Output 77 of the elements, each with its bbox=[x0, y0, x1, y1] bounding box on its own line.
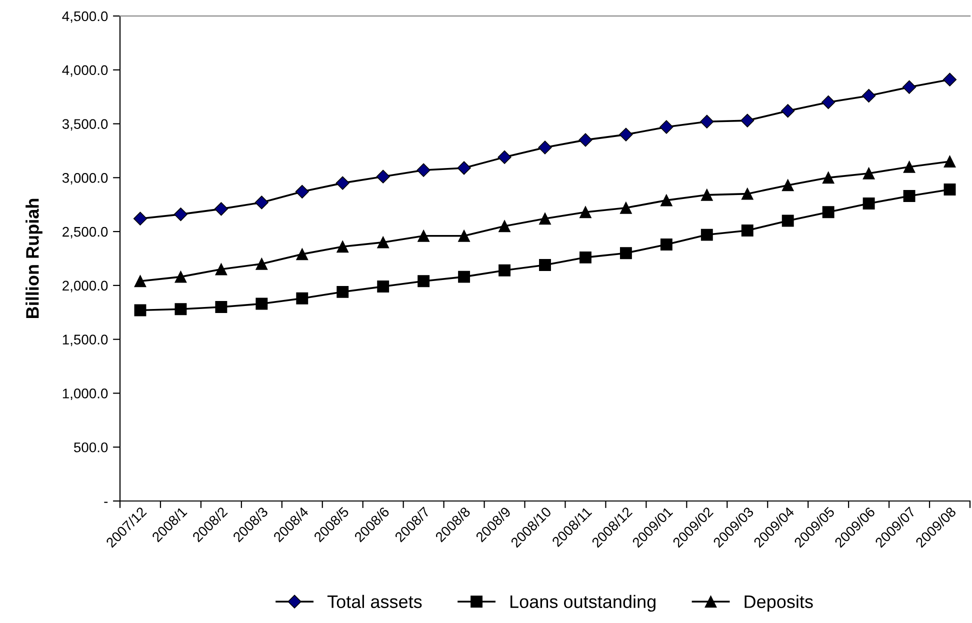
point bbox=[620, 247, 632, 260]
point bbox=[902, 80, 916, 94]
point bbox=[214, 202, 228, 216]
point bbox=[215, 263, 228, 276]
point bbox=[862, 88, 876, 103]
point bbox=[944, 184, 956, 196]
point bbox=[377, 236, 390, 248]
y-tick-label: 4,000.0 bbox=[62, 65, 108, 77]
point bbox=[498, 264, 510, 276]
point bbox=[296, 248, 308, 260]
point bbox=[822, 206, 834, 218]
point bbox=[660, 194, 672, 206]
y-tick-label: 3,500.0 bbox=[62, 119, 108, 131]
y-tick-label: 2,500.0 bbox=[62, 226, 108, 238]
legend-label: Total assets bbox=[327, 594, 422, 608]
y-tick-label: 2,000.0 bbox=[62, 280, 108, 292]
point bbox=[418, 275, 430, 288]
point bbox=[336, 176, 350, 190]
y-tick-label: 1,000.0 bbox=[62, 388, 108, 400]
point bbox=[862, 198, 875, 210]
point bbox=[781, 104, 795, 118]
y-tick-label: 3,000.0 bbox=[62, 173, 108, 184]
point bbox=[620, 202, 632, 214]
point bbox=[377, 280, 390, 292]
legend-label: Loans outstanding bbox=[510, 594, 656, 612]
point bbox=[700, 114, 714, 128]
point bbox=[418, 230, 430, 242]
point bbox=[295, 184, 309, 198]
point bbox=[660, 238, 672, 250]
point bbox=[700, 228, 713, 241]
point bbox=[903, 160, 916, 173]
point bbox=[578, 133, 592, 147]
point bbox=[254, 196, 268, 210]
point bbox=[296, 292, 308, 304]
point bbox=[215, 301, 228, 313]
legend-label: Deposits bbox=[744, 594, 813, 612]
point bbox=[944, 156, 956, 168]
point bbox=[660, 120, 674, 134]
point bbox=[498, 150, 512, 164]
y-tick-label: - bbox=[104, 502, 108, 503]
point bbox=[458, 270, 470, 283]
point bbox=[336, 240, 349, 253]
point bbox=[539, 258, 551, 271]
point bbox=[416, 163, 430, 177]
point bbox=[457, 161, 471, 175]
point bbox=[580, 251, 592, 264]
point bbox=[174, 208, 188, 222]
point bbox=[619, 128, 633, 142]
point bbox=[376, 170, 390, 184]
point bbox=[700, 188, 713, 201]
point bbox=[741, 188, 754, 200]
point bbox=[580, 206, 592, 218]
point bbox=[942, 72, 957, 86]
y-tick-label: 1,500.0 bbox=[62, 334, 108, 346]
point bbox=[740, 114, 754, 128]
y-axis-title: Billion Rupiah bbox=[26, 198, 42, 318]
point bbox=[134, 304, 146, 316]
y-tick-label: 4,500.0 bbox=[62, 11, 108, 23]
point bbox=[741, 224, 754, 236]
point bbox=[336, 286, 349, 298]
point bbox=[862, 167, 875, 180]
point bbox=[822, 172, 834, 184]
point bbox=[134, 275, 146, 288]
point bbox=[174, 303, 187, 316]
point bbox=[256, 298, 268, 310]
point bbox=[539, 212, 551, 225]
point bbox=[256, 258, 268, 270]
point bbox=[822, 95, 836, 110]
y-tick-label: 500.0 bbox=[74, 442, 108, 452]
point bbox=[538, 140, 552, 154]
point bbox=[903, 190, 916, 202]
point bbox=[498, 220, 510, 232]
point bbox=[133, 212, 148, 226]
point bbox=[782, 179, 794, 192]
point bbox=[174, 270, 187, 283]
point bbox=[458, 230, 470, 242]
point bbox=[782, 214, 794, 227]
